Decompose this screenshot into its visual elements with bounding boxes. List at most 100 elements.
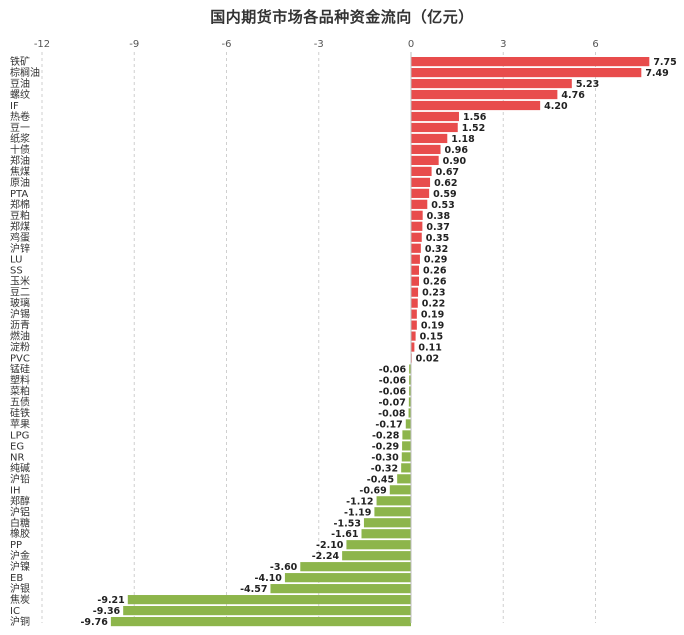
bar xyxy=(411,298,418,308)
bar xyxy=(397,474,411,484)
value-label: 5.23 xyxy=(576,79,599,90)
category-label: 郑煤 xyxy=(10,220,30,233)
x-tick-label: 0 xyxy=(408,39,414,50)
category-label: LU xyxy=(10,255,22,266)
value-label: 0.38 xyxy=(427,211,451,222)
value-label: 4.20 xyxy=(544,101,568,112)
category-label: 沪铝 xyxy=(10,505,30,518)
value-label: 0.22 xyxy=(422,299,445,310)
bar xyxy=(127,595,411,605)
category-label: 沥青 xyxy=(10,319,30,332)
category-label: 螺纹 xyxy=(10,88,30,101)
category-label: IH xyxy=(10,485,20,496)
bar xyxy=(411,111,459,122)
category-label: 鸡蛋 xyxy=(10,231,30,244)
value-label: -0.32 xyxy=(371,463,398,474)
category-label: 菜粕 xyxy=(10,385,30,398)
chart-title: 国内期货市场各品种资金流向（亿元） xyxy=(210,8,474,26)
value-label: 0.32 xyxy=(425,244,448,255)
value-label: 0.15 xyxy=(420,332,443,343)
category-label: PP xyxy=(10,540,22,551)
value-label: 0.19 xyxy=(421,321,444,332)
x-tick-label: 3 xyxy=(500,39,506,50)
category-label: 锰硅 xyxy=(10,363,30,376)
value-label: -0.30 xyxy=(371,452,399,463)
bar xyxy=(402,441,411,451)
category-label: 橡胶 xyxy=(10,527,30,540)
value-label: 0.96 xyxy=(445,145,469,156)
bar xyxy=(411,122,458,133)
value-label: 0.29 xyxy=(424,255,447,266)
bar xyxy=(411,166,432,176)
bar xyxy=(409,364,411,374)
category-label: 沪锌 xyxy=(10,242,30,255)
category-label: PVC xyxy=(10,354,30,365)
category-label: 沪锡 xyxy=(10,308,30,321)
value-label: -0.06 xyxy=(379,376,407,387)
bar xyxy=(411,221,423,231)
category-label: 焦炭 xyxy=(10,593,30,606)
value-label: -1.61 xyxy=(331,529,358,540)
category-label: 豆粕 xyxy=(10,209,30,222)
category-label: 十债 xyxy=(10,143,30,156)
x-tick-label: -9 xyxy=(129,39,139,50)
category-label: 苹果 xyxy=(10,417,30,430)
bar xyxy=(300,562,411,572)
category-label: SS xyxy=(10,266,23,277)
value-label: -9.36 xyxy=(93,606,121,617)
value-label: -2.24 xyxy=(312,551,340,562)
value-label: -2.10 xyxy=(316,540,344,551)
bar xyxy=(409,386,411,396)
bar xyxy=(411,287,419,297)
value-label: -1.53 xyxy=(334,518,361,529)
value-label: -0.29 xyxy=(372,441,399,452)
value-label: 0.37 xyxy=(426,222,449,233)
value-label: -1.19 xyxy=(344,507,371,518)
bar xyxy=(408,408,411,418)
bar xyxy=(402,430,411,440)
category-label: EG xyxy=(10,441,24,452)
bar xyxy=(411,89,558,100)
bar xyxy=(346,540,411,550)
value-label: -4.57 xyxy=(240,584,267,595)
bar xyxy=(411,177,431,187)
category-label: 热卷 xyxy=(10,110,30,123)
category-label: 硅铁 xyxy=(10,406,30,419)
value-label: -9.76 xyxy=(80,617,108,628)
bar xyxy=(411,155,439,166)
category-label: 沪银 xyxy=(10,582,30,595)
value-label: 0.62 xyxy=(434,178,457,189)
category-label: 棕榈油 xyxy=(10,66,40,79)
category-label: 郑醇 xyxy=(10,494,30,507)
value-label: 4.76 xyxy=(561,90,585,101)
bar xyxy=(411,276,419,286)
bar xyxy=(270,584,411,594)
bar xyxy=(411,188,430,198)
bar xyxy=(342,551,411,561)
value-label: -9.21 xyxy=(97,595,124,606)
category-label: 沪铜 xyxy=(10,615,30,628)
category-label: 沪金 xyxy=(10,549,30,562)
category-label: 玻璃 xyxy=(10,297,30,310)
bar xyxy=(411,144,441,155)
value-label: -0.69 xyxy=(359,485,386,496)
bar xyxy=(389,485,411,495)
bar xyxy=(411,232,422,242)
category-label: 五债 xyxy=(10,395,30,408)
bar xyxy=(411,210,423,220)
value-label: -0.06 xyxy=(379,387,407,398)
value-label: 1.52 xyxy=(462,123,485,134)
x-tick-label: 6 xyxy=(592,39,598,50)
value-label: -0.06 xyxy=(379,365,407,376)
x-tick-label: -6 xyxy=(222,39,232,50)
value-label: 0.02 xyxy=(416,354,439,365)
value-label: 0.11 xyxy=(418,343,441,354)
value-label: -0.17 xyxy=(375,419,402,430)
value-label: 0.67 xyxy=(436,167,459,178)
category-label: 玉米 xyxy=(10,275,30,288)
category-label: 燃油 xyxy=(10,330,30,343)
value-label: 0.23 xyxy=(422,288,445,299)
value-label: -4.10 xyxy=(255,573,283,584)
value-label: 0.90 xyxy=(443,156,467,167)
